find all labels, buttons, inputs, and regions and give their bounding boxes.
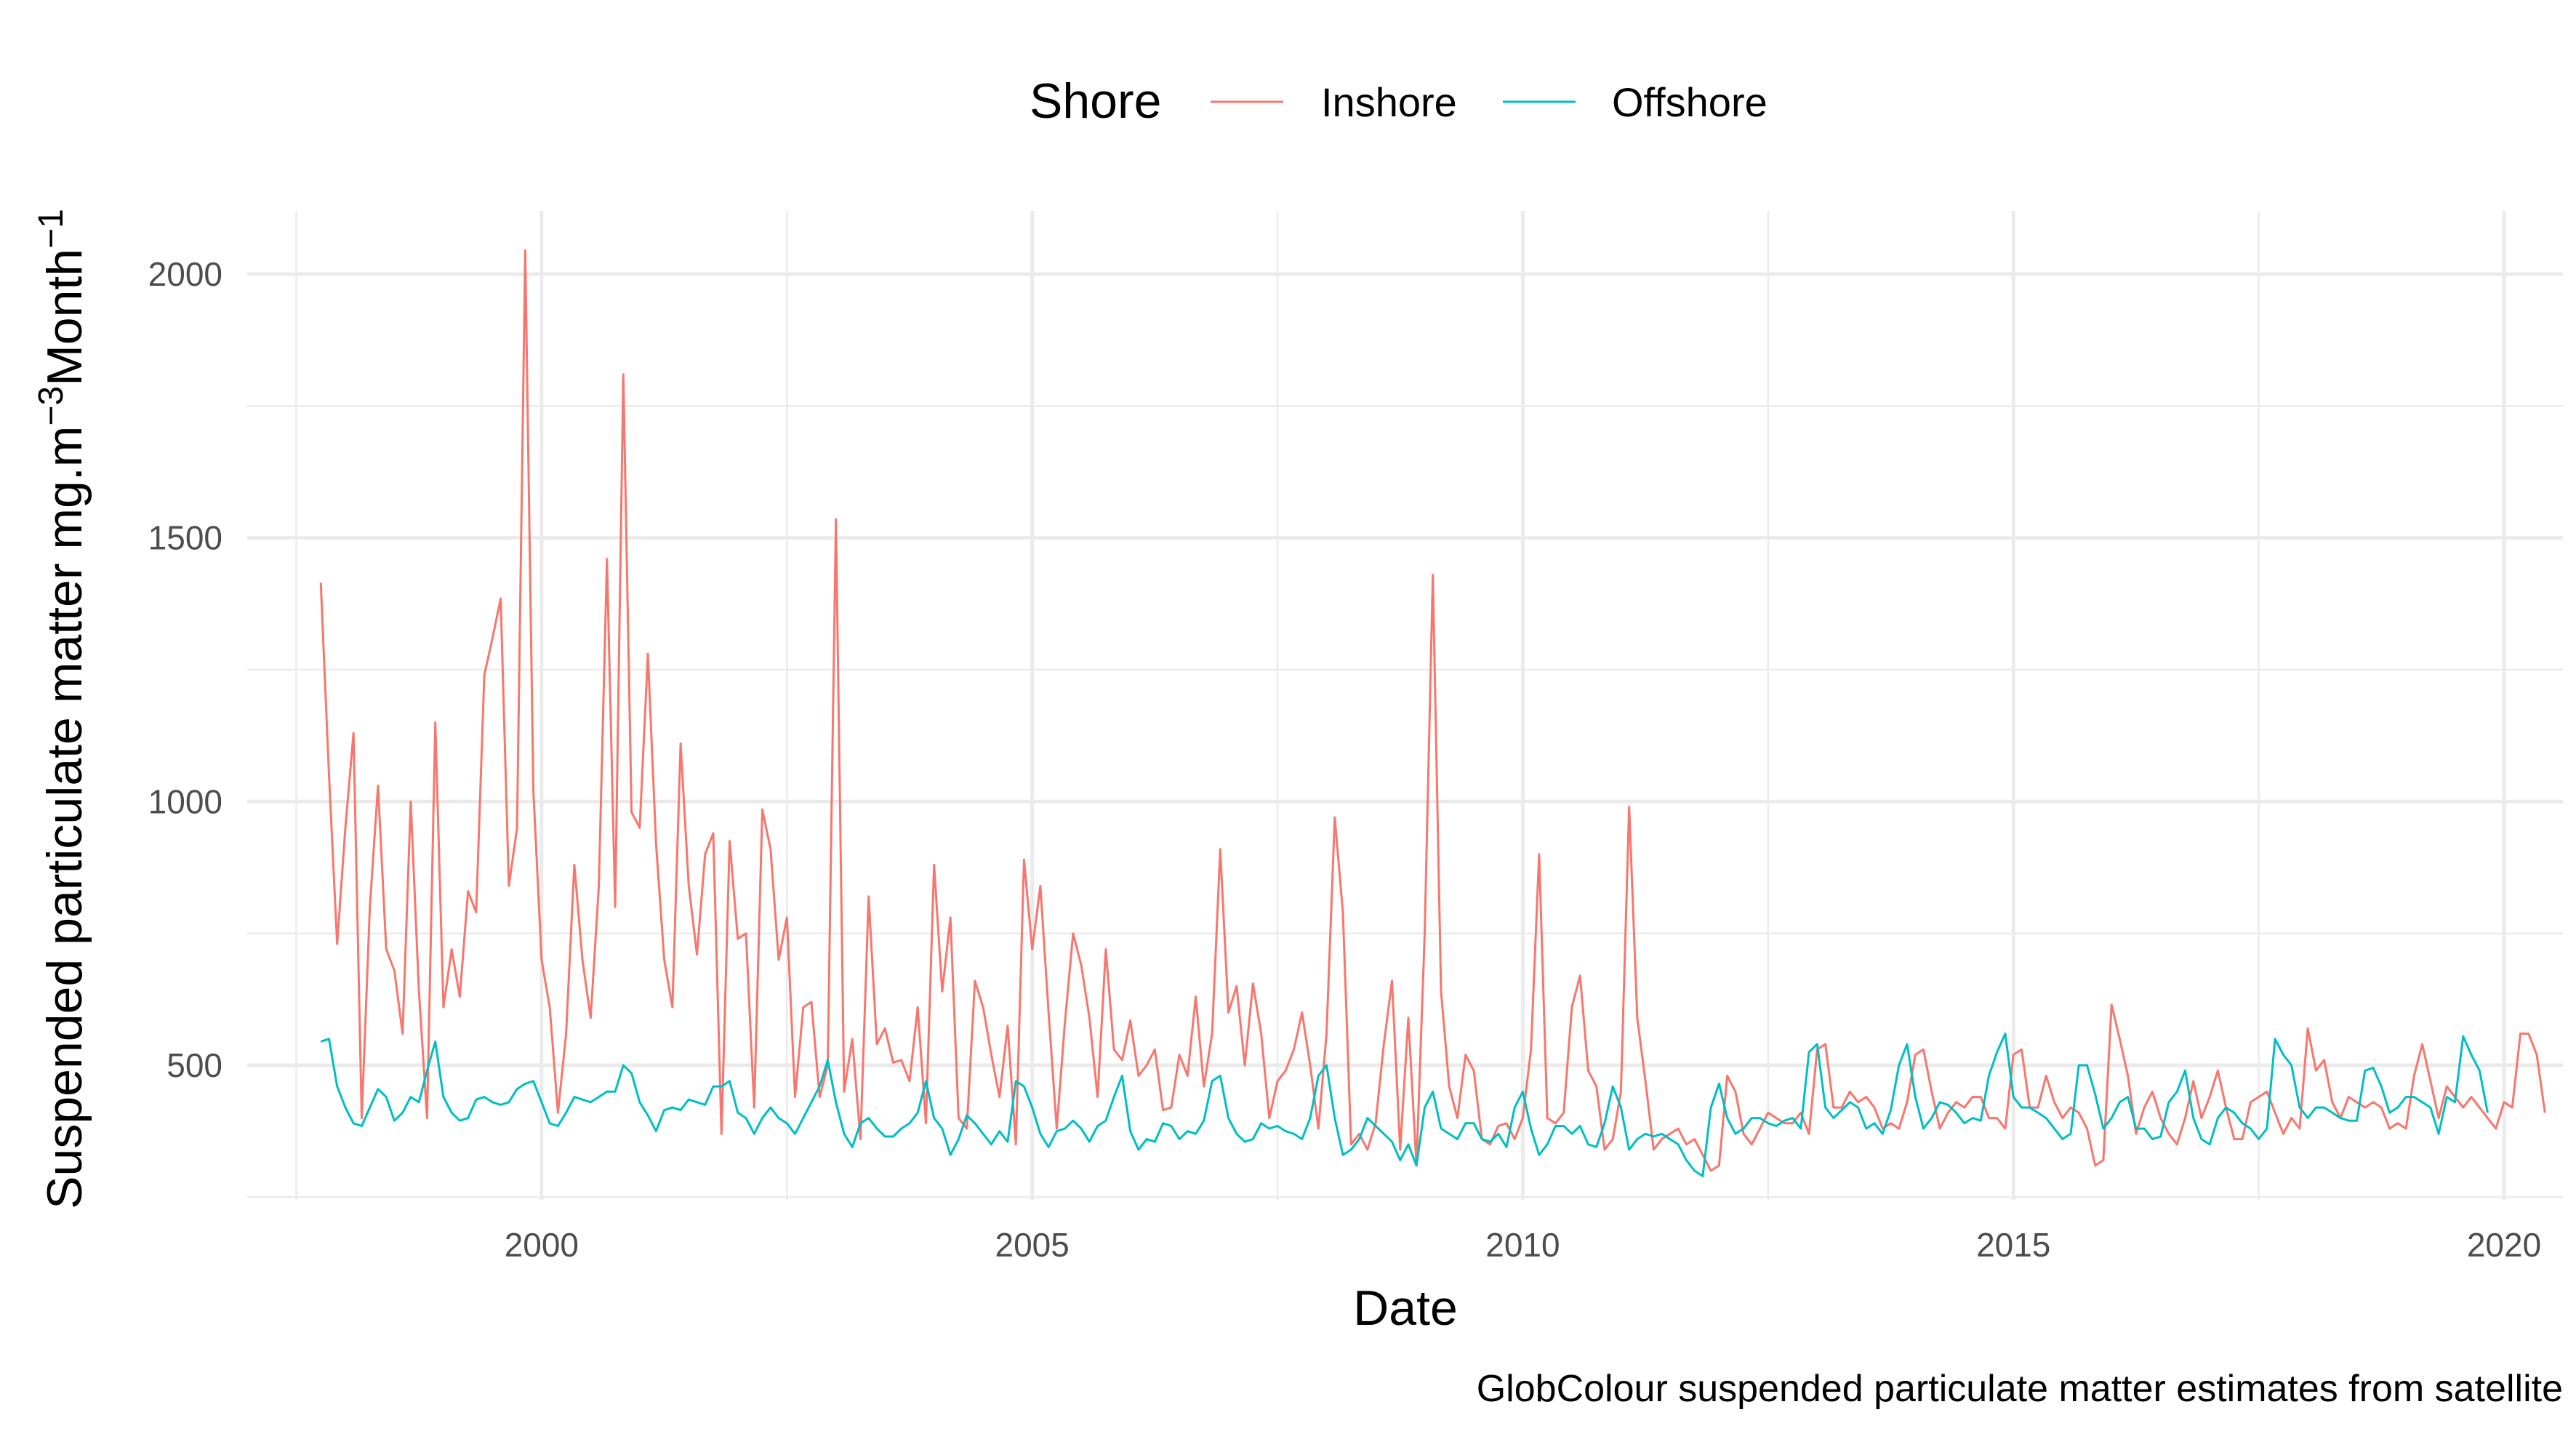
y-axis-title-sup1: −3	[32, 386, 71, 426]
y-axis-title-mid: Month	[37, 249, 92, 386]
grid	[247, 211, 2563, 1200]
series-layer	[319, 249, 2546, 1177]
y-tick-label: 2000	[148, 255, 222, 293]
y-tick-label: 1000	[148, 782, 222, 820]
x-tick-label: 2005	[995, 1226, 1069, 1264]
x-tick-label: 2010	[1485, 1226, 1560, 1264]
series-line-inshore	[319, 249, 2546, 1172]
legend-label-inshore: Inshore	[1321, 79, 1457, 125]
x-tick-label: 2020	[2467, 1226, 2541, 1264]
x-tick-label: 2015	[1976, 1226, 2050, 1264]
y-tick-label: 500	[166, 1046, 222, 1084]
y-tick-label: 1500	[148, 519, 222, 557]
y-axis-title-sup2: −1	[32, 209, 71, 249]
tick-labels: 500 1000 1500 2000 2000 2005 2010 2015 2020	[148, 255, 2542, 1264]
series-line-offshore	[320, 1033, 2489, 1177]
legend-title: Shore	[1030, 73, 1161, 129]
legend-label-offshore: Offshore	[1612, 79, 1768, 125]
x-tick-label: 2000	[505, 1226, 579, 1264]
legend: Shore Inshore Offshore	[1030, 73, 1768, 129]
y-axis-title: Suspended particulate matter mg.m−3Month…	[32, 209, 92, 1209]
caption: GlobColour suspended particulate matter …	[1477, 1368, 2563, 1410]
x-axis-title: Date	[1353, 1280, 1458, 1336]
y-axis-title-main: Suspended particulate matter mg.m	[37, 426, 92, 1209]
